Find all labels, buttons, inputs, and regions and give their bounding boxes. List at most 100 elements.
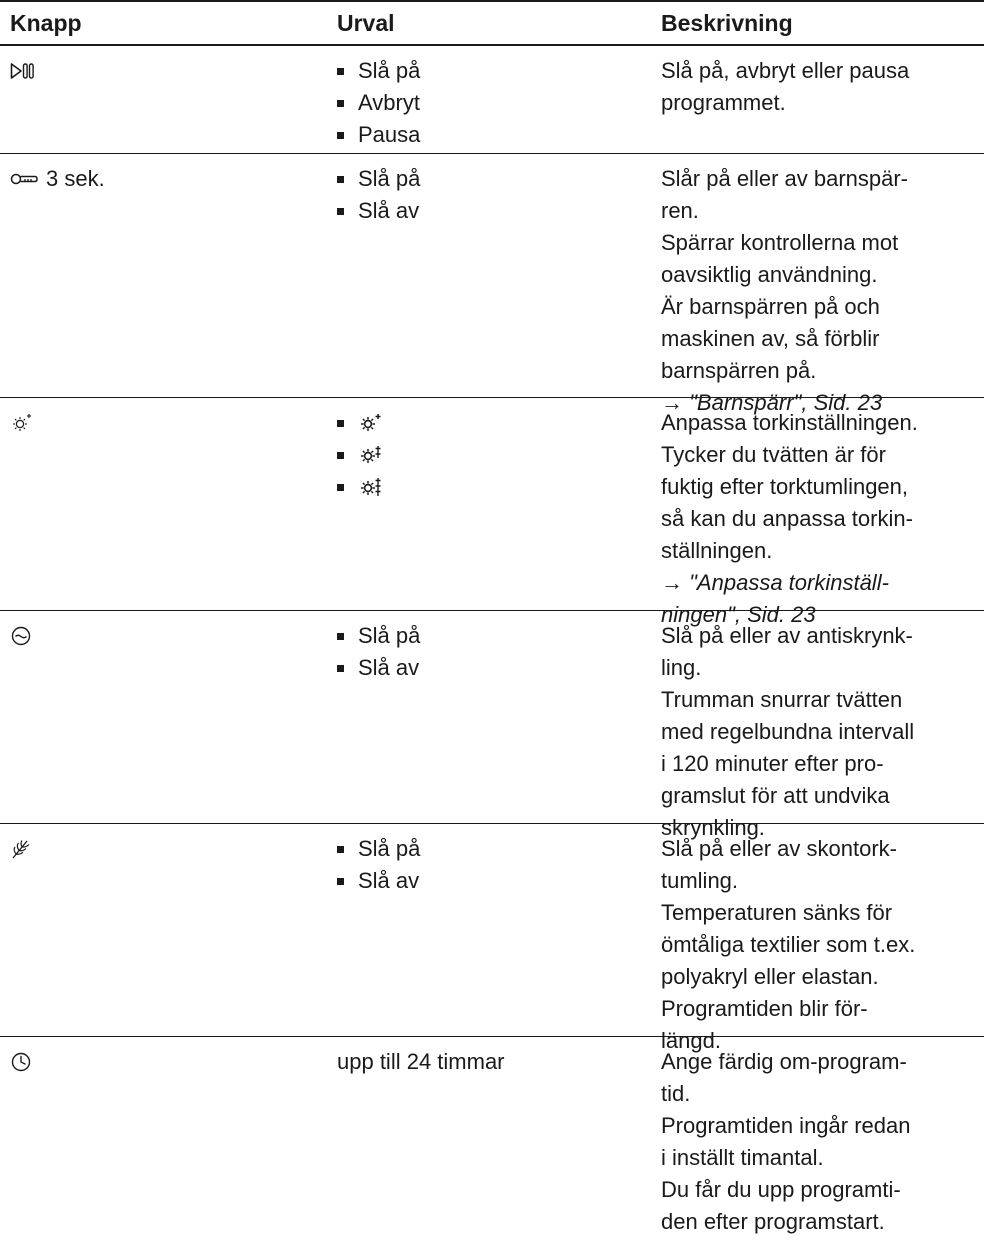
dryness-level-2-icon	[358, 444, 384, 466]
bullet-icon	[337, 419, 344, 427]
header-knapp: Knapp	[10, 10, 82, 36]
urval-option: Slå av	[358, 198, 420, 223]
knapp-label: 3 sek.	[46, 166, 105, 191]
description-line: oavsiktlig användning.	[661, 262, 878, 287]
bullet-icon	[337, 451, 344, 459]
reference-text: "Anpassa torkinställ-	[689, 570, 889, 595]
table-row: upp till 24 timmar Ange färdig om-progra…	[0, 1037, 984, 1247]
description-line: Trumman snurrar tvätten	[661, 687, 903, 712]
beskrivning-cell: Slå på, avbryt eller pausa programmet.	[661, 55, 984, 119]
dryness-level-3-icon	[358, 476, 384, 498]
page-reference-link-cont[interactable]: ningen", Sid. 23	[661, 602, 816, 627]
bullet-icon	[337, 99, 344, 107]
urval-cell: Slå på Slå av	[337, 833, 647, 897]
bullet-icon	[337, 664, 344, 672]
urval-cell: Slå på Slå av	[337, 163, 647, 227]
description-line: ställningen.	[661, 538, 773, 563]
description-line: Temperaturen sänks för	[661, 900, 893, 925]
page-reference-link[interactable]: → "Barnspärr", Sid. 23	[661, 387, 984, 419]
bullet-icon	[337, 483, 344, 491]
beskrivning-cell: Anpassa torkinställningen. Tycker du tvä…	[661, 407, 984, 631]
description-line: i 120 minuter efter pro-	[661, 751, 884, 776]
description-line: så kan du anpassa torkin-	[661, 506, 913, 531]
description-line: barnspärren på.	[661, 358, 817, 383]
urval-option: Pausa	[358, 122, 421, 147]
anti-crease-icon	[10, 625, 32, 647]
description-line: Programtiden ingår redan	[661, 1113, 911, 1138]
description-line: Spärrar kontrollerna mot	[661, 230, 899, 255]
header-urval: Urval	[337, 10, 395, 36]
list-item: Slå av	[337, 195, 647, 227]
beskrivning-cell: Ange färdig om-program- tid. Programtide…	[661, 1046, 984, 1238]
description-line: ling.	[661, 655, 702, 680]
description-line: i inställt timantal.	[661, 1145, 824, 1170]
urval-cell: upp till 24 timmar	[337, 1046, 647, 1078]
knapp-cell	[10, 407, 330, 439]
description-line: programmet.	[661, 90, 786, 115]
description-line: Programtiden blir för-	[661, 996, 868, 1021]
list-item: Pausa	[337, 119, 647, 151]
key-icon	[10, 171, 38, 187]
list-item: Slå på	[337, 163, 647, 195]
description-line: polyakryl eller elastan.	[661, 964, 879, 989]
list-item	[337, 407, 647, 439]
urval-cell: Slå på Avbryt Pausa	[337, 55, 647, 151]
description-line: Anpassa torkinställningen.	[661, 410, 918, 435]
list-item	[337, 439, 647, 471]
list-item: Slå på	[337, 55, 647, 87]
description-line: med regelbundna intervall	[661, 719, 915, 744]
header-beskrivning: Beskrivning	[661, 10, 793, 36]
urval-option: Slå på	[358, 623, 421, 648]
urval-text: upp till 24 timmar	[337, 1049, 505, 1074]
arrow-icon: →	[661, 390, 683, 415]
clock-icon	[10, 1051, 32, 1073]
description-line: maskinen av, så förblir	[661, 326, 880, 351]
dryness-level-1-icon	[358, 412, 384, 434]
urval-option: Slå av	[358, 655, 420, 680]
urval-option: Slå på	[358, 166, 421, 191]
beskrivning-cell: Slå på eller av skontork- tumling. Tempe…	[661, 833, 984, 1057]
description-line: Är barnspärren på och	[661, 294, 880, 319]
description-line: Slår på eller av barnspär-	[661, 166, 909, 191]
list-item: Avbryt	[337, 87, 647, 119]
bullet-icon	[337, 632, 344, 640]
knapp-cell: 3 sek.	[10, 163, 330, 195]
table-row: Slå på Slå av Slå på eller av antiskrynk…	[0, 611, 984, 840]
table-row: Slå på Avbryt Pausa Slå på, avbryt eller…	[0, 46, 984, 154]
description-line: Slå på eller av skontork-	[661, 836, 897, 861]
list-item: Slå av	[337, 865, 647, 897]
table-row: Slå på Slå av Slå på eller av skontork- …	[0, 824, 984, 1053]
description-line: tumling.	[661, 868, 739, 893]
description-line: Slå på eller av antiskrynk-	[661, 623, 913, 648]
beskrivning-cell: Slår på eller av barnspär- ren. Spärrar …	[661, 163, 984, 419]
bullet-icon	[337, 131, 344, 139]
beskrivning-cell: Slå på eller av antiskrynk- ling. Trumma…	[661, 620, 984, 844]
list-item: Slå på	[337, 833, 647, 865]
bullet-icon	[337, 207, 344, 215]
knapp-cell	[10, 620, 330, 652]
description-line: Slå på, avbryt eller pausa	[661, 58, 910, 83]
description-line: den efter programstart.	[661, 1209, 885, 1234]
table-header-row: Knapp Urval Beskrivning	[0, 2, 984, 46]
description-line: gramslut för att undvika	[661, 783, 890, 808]
description-line: längd.	[661, 1028, 721, 1053]
urval-option: Avbryt	[358, 90, 420, 115]
description-line: Tycker du tvätten är för	[661, 442, 886, 467]
description-line: ren.	[661, 198, 699, 223]
knapp-cell	[10, 1046, 330, 1078]
bullet-icon	[337, 877, 344, 885]
urval-option: Slå på	[358, 58, 421, 83]
gentle-dry-icon	[10, 838, 32, 860]
arrow-icon: →	[661, 570, 683, 595]
description-line: tid.	[661, 1081, 691, 1106]
play-pause-icon	[10, 62, 36, 80]
urval-cell: Slå på Slå av	[337, 620, 647, 684]
urval-option: Slå på	[358, 836, 421, 861]
knapp-cell	[10, 55, 330, 87]
page-reference-link[interactable]: → "Anpassa torkinställ-	[661, 567, 984, 599]
knapp-cell	[10, 833, 330, 865]
bullet-icon	[337, 845, 344, 853]
list-item: Slå på	[337, 620, 647, 652]
description-line: fuktig efter torktumlingen,	[661, 474, 909, 499]
